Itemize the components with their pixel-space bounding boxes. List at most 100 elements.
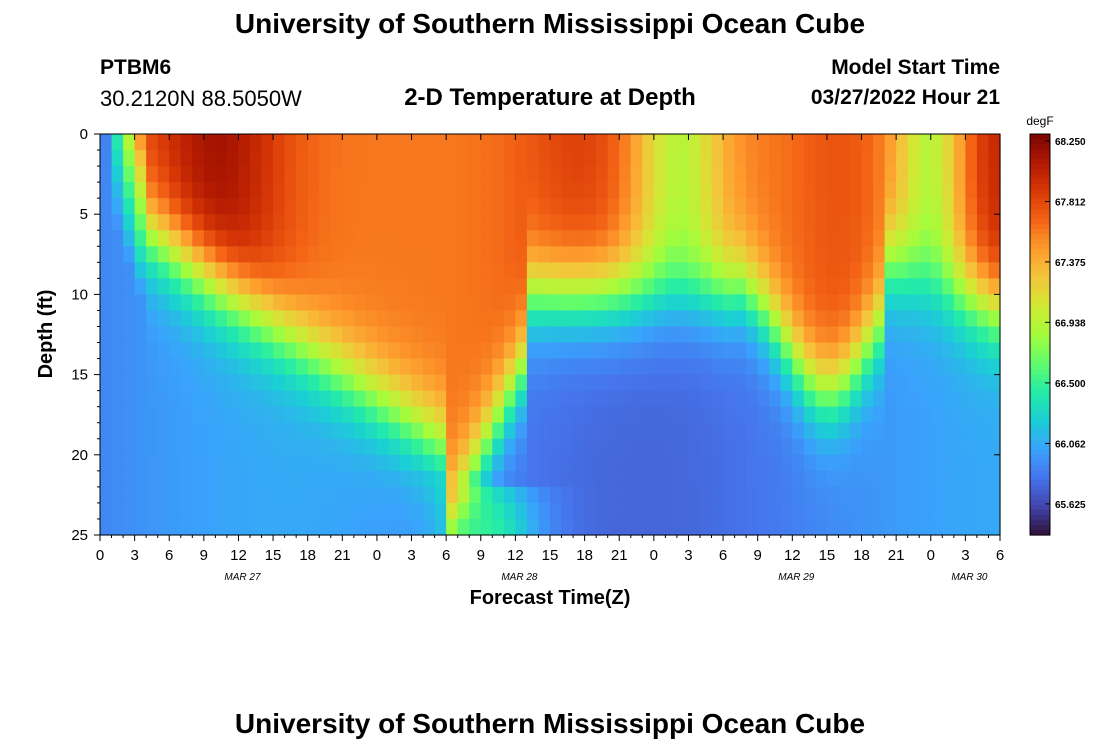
heatmap-cell	[688, 214, 701, 231]
heatmap-cell	[665, 134, 678, 151]
heatmap-cell	[376, 438, 390, 456]
colorbar-band	[1030, 354, 1050, 361]
heatmap-cell	[826, 422, 840, 440]
colorbar-band	[1030, 144, 1050, 150]
heatmap-cell	[353, 198, 366, 215]
heatmap-cell	[780, 230, 793, 247]
heatmap-cell	[942, 518, 955, 536]
heatmap-cell	[630, 182, 643, 199]
heatmap-cell	[434, 182, 447, 199]
heatmap-cell	[976, 390, 990, 408]
heatmap-cell	[561, 438, 574, 456]
heatmap-cell	[526, 262, 540, 279]
heatmap-cell	[561, 134, 574, 151]
y-tick-label: 20	[71, 447, 88, 464]
heatmap-cell	[676, 470, 690, 488]
heatmap-cell	[192, 214, 205, 231]
heatmap-cell	[757, 198, 770, 215]
colorbar-band	[1030, 314, 1050, 321]
heatmap-cell	[538, 150, 551, 167]
heatmap-cell	[134, 342, 147, 360]
heatmap-cell	[469, 230, 482, 247]
heatmap-cell	[503, 150, 516, 167]
heatmap-cell	[157, 326, 170, 344]
heatmap-cell	[965, 150, 978, 167]
heatmap-cell	[400, 262, 413, 279]
heatmap-cell	[515, 502, 528, 520]
heatmap-cell	[492, 454, 505, 472]
heatmap-cell	[988, 166, 1001, 183]
heatmap-cell	[746, 294, 759, 312]
heatmap-cell	[607, 310, 620, 328]
heatmap-cell	[180, 518, 193, 536]
heatmap-cell	[446, 374, 459, 392]
heatmap-cell	[769, 150, 782, 167]
heatmap-cell	[815, 262, 828, 279]
heatmap-cell	[376, 358, 390, 376]
heatmap-cell	[376, 246, 390, 263]
heatmap-cell	[526, 502, 540, 520]
heatmap-cell	[203, 294, 216, 312]
heatmap-cell	[919, 134, 932, 151]
heatmap-cell	[792, 422, 805, 440]
heatmap-cell	[400, 182, 413, 199]
heatmap-cell	[573, 294, 586, 312]
heatmap-cell	[884, 422, 897, 440]
heatmap-cell	[803, 486, 816, 504]
heatmap-cell	[457, 214, 470, 231]
heatmap-cell	[469, 182, 482, 199]
heatmap-cell	[607, 502, 620, 520]
heatmap-cell	[596, 262, 609, 279]
heatmap-cell	[907, 326, 920, 344]
heatmap-cell	[388, 454, 401, 472]
heatmap-cell	[284, 278, 297, 295]
heatmap-cell	[850, 166, 863, 183]
heatmap-cell	[676, 214, 690, 231]
heatmap-cell	[953, 422, 966, 440]
heatmap-cell	[665, 166, 678, 183]
heatmap-cell	[769, 278, 782, 295]
colorbar-band	[1030, 399, 1050, 406]
heatmap-cell	[238, 342, 251, 360]
heatmap-cell	[123, 470, 136, 488]
heatmap-cell	[630, 502, 643, 520]
heatmap-cell	[215, 150, 228, 167]
heatmap-cell	[446, 486, 459, 504]
colorbar-band	[1030, 359, 1050, 366]
heatmap-cell	[469, 438, 482, 456]
heatmap-cell	[526, 390, 540, 408]
heatmap-cell	[250, 230, 263, 247]
heatmap-cell	[642, 358, 655, 376]
heatmap-cell	[919, 294, 932, 312]
heatmap-cell	[930, 198, 943, 215]
heatmap-cell	[134, 262, 147, 279]
heatmap-cell	[296, 390, 309, 408]
heatmap-cell	[826, 486, 840, 504]
heatmap-cell	[238, 438, 251, 456]
heatmap-cell	[157, 150, 170, 167]
heatmap-cell	[250, 438, 263, 456]
heatmap-cell	[134, 502, 147, 520]
heatmap-cell	[307, 182, 320, 199]
heatmap-cell	[446, 246, 459, 263]
heatmap-cell	[815, 294, 828, 312]
heatmap-cell	[953, 262, 966, 279]
heatmap-cell	[919, 198, 932, 215]
heatmap-cell	[180, 342, 193, 360]
heatmap-cell	[526, 326, 540, 344]
heatmap-cell	[319, 134, 332, 151]
heatmap-cell	[503, 278, 516, 295]
heatmap-cell	[446, 294, 459, 312]
heatmap-cell	[146, 422, 159, 440]
heatmap-cell	[642, 422, 655, 440]
heatmap-cell	[930, 390, 943, 408]
heatmap-cell	[896, 166, 909, 183]
heatmap-cell	[550, 518, 563, 536]
heatmap-cell	[192, 310, 205, 328]
heatmap-cell	[376, 214, 390, 231]
heatmap-cell	[688, 518, 701, 536]
heatmap-cell	[469, 166, 482, 183]
heatmap-cell	[515, 486, 528, 504]
heatmap-cell	[307, 214, 320, 231]
